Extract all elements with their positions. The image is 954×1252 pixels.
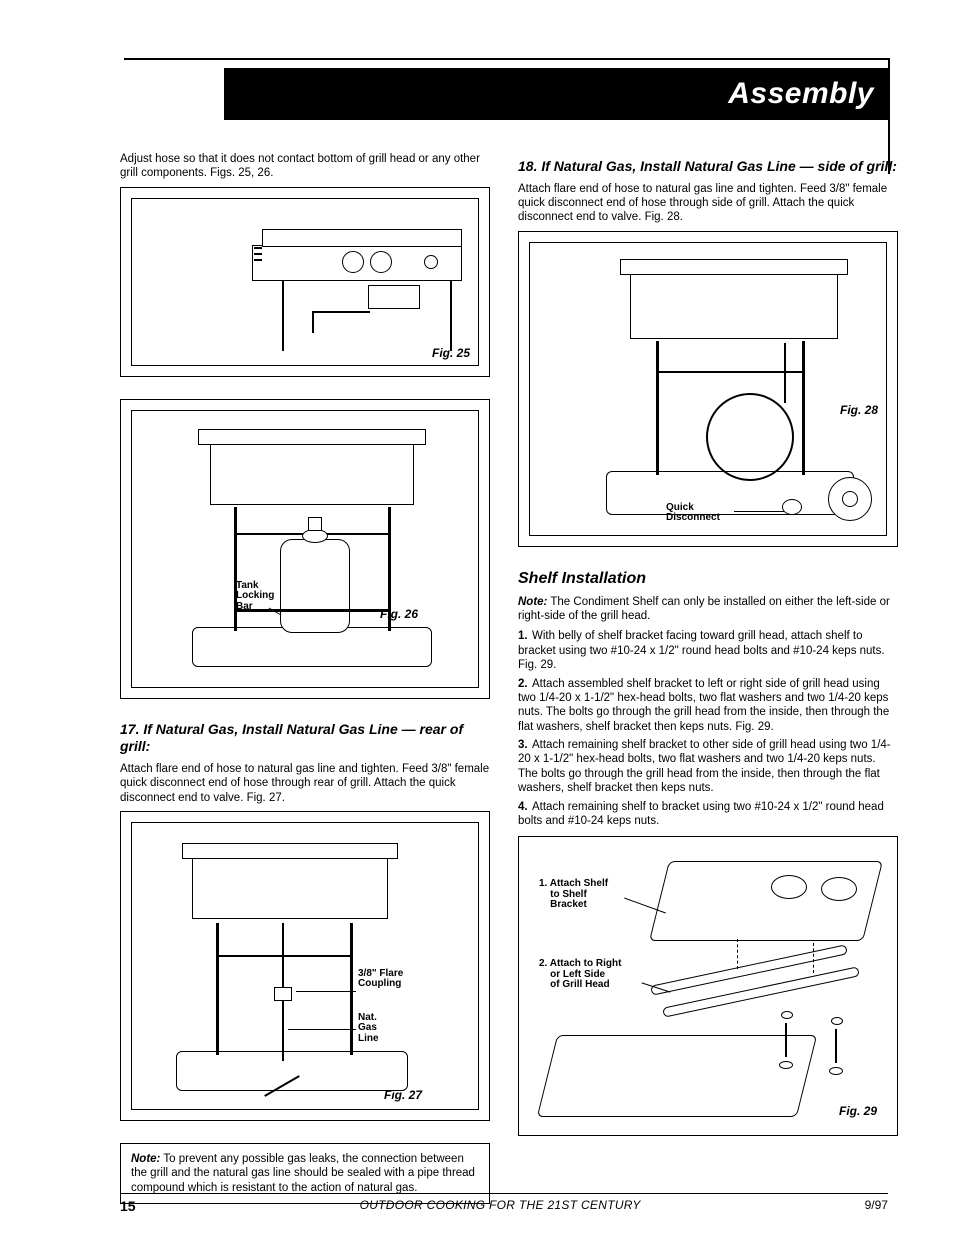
- figure-26-caption: Fig. 26: [380, 607, 418, 622]
- figure-26-box: Tank Locking Bar Fig. 26: [120, 399, 490, 699]
- figure-29-caption: Fig. 29: [839, 1104, 877, 1119]
- figure-28-sketch: Quick Disconnect Fig. 28: [530, 243, 886, 535]
- note-label: Note:: [131, 1153, 160, 1165]
- intro-text: Adjust hose so that it does not contact …: [120, 152, 490, 181]
- right-column: 18. If Natural Gas, Install Natural Gas …: [518, 152, 898, 1222]
- shelf-step-4-text: Attach remaining shelf to bracket using …: [518, 801, 884, 827]
- section-17-title: 17. If Natural Gas, Install Natural Gas …: [120, 721, 490, 756]
- header-rule: [124, 58, 888, 60]
- section-17-body: Attach flare end of hose to natural gas …: [120, 762, 490, 805]
- shelf-step-1: 1.With belly of shelf bracket facing tow…: [518, 629, 898, 672]
- figure-27-caption: Fig. 27: [384, 1088, 422, 1103]
- footer-tagline: OUTDOOR COOKING FOR THE 21ST CENTURY: [360, 1198, 641, 1216]
- figure-27-box: 3/8" Flare Coupling Nat. Gas Line Fig. 2…: [120, 811, 490, 1121]
- page-number: 15: [120, 1198, 136, 1216]
- figure-27-sketch: 3/8" Flare Coupling Nat. Gas Line Fig. 2…: [132, 823, 478, 1109]
- fig28-quick-label: Quick Disconnect: [666, 503, 720, 524]
- figure-29-sketch: 1. Attach Shelf to Shelf Bracket 2. Atta…: [529, 847, 887, 1125]
- cond-note-body: The Condiment Shelf can only be installe…: [518, 596, 890, 622]
- figure-29-box: 1. Attach Shelf to Shelf Bracket 2. Atta…: [518, 836, 898, 1136]
- page-title: Assembly: [728, 75, 874, 113]
- shelf-install-title: Shelf Installation: [518, 569, 898, 589]
- figure-26-sketch: Tank Locking Bar Fig. 26: [132, 411, 478, 687]
- fig27-natgas-label: Nat. Gas Line: [358, 1013, 379, 1045]
- shelf-step-4: 4.Attach remaining shelf to bracket usin…: [518, 800, 898, 829]
- fig29-step1-label: 1. Attach Shelf to Shelf Bracket: [539, 879, 608, 911]
- section-18-body: Attach flare end of hose to natural gas …: [518, 182, 898, 225]
- fig29-step2-label: 2. Attach to Right or Left Side of Grill…: [539, 959, 621, 991]
- section-18-title: 18. If Natural Gas, Install Natural Gas …: [518, 158, 898, 176]
- figure-25-sketch: Fig. 25: [132, 199, 478, 365]
- shelf-step-2: 2.Attach assembled shelf bracket to left…: [518, 677, 898, 735]
- shelf-step-3-text: Attach remaining shelf bracket to other …: [518, 739, 891, 794]
- left-column: Adjust hose so that it does not contact …: [120, 152, 490, 1222]
- figure-28-caption: Fig. 28: [840, 403, 878, 418]
- footer-date: 9/97: [865, 1198, 888, 1216]
- figure-28-box: Quick Disconnect Fig. 28: [518, 231, 898, 547]
- cond-shelf-note: Note: The Condiment Shelf can only be in…: [518, 595, 898, 624]
- figure-25-box: Fig. 25: [120, 187, 490, 377]
- shelf-step-1-text: With belly of shelf bracket facing towar…: [518, 630, 885, 671]
- fig27-coupling-label: 3/8" Flare Coupling: [358, 969, 403, 990]
- page-title-bar: Assembly: [224, 68, 888, 120]
- page-footer: 15 OUTDOOR COOKING FOR THE 21ST CENTURY …: [120, 1193, 888, 1216]
- shelf-step-3: 3.Attach remaining shelf bracket to othe…: [518, 738, 898, 796]
- shelf-step-2-text: Attach assembled shelf bracket to left o…: [518, 678, 889, 733]
- header-vertical-rule: [888, 58, 890, 174]
- note-body: To prevent any possible gas leaks, the c…: [131, 1153, 475, 1194]
- cond-note-label: Note:: [518, 596, 547, 608]
- figure-25-caption: Fig. 25: [432, 346, 470, 361]
